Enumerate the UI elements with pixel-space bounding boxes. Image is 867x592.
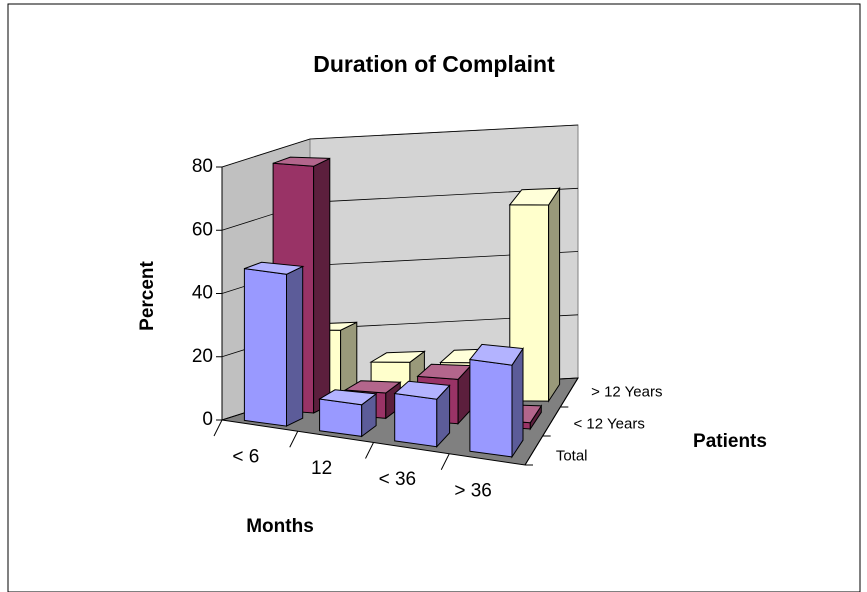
chart-title: Duration of Complaint [313, 51, 555, 77]
bar-top [272, 156, 331, 167]
z-tick-label: > 12 Years [591, 383, 662, 400]
bar-front [243, 268, 287, 427]
x-tick-label: < 36 [379, 469, 417, 490]
bar-side [511, 346, 524, 459]
bar-front [469, 358, 513, 458]
x-tick-mark [289, 431, 299, 448]
bar [243, 261, 305, 427]
bar-front [394, 392, 438, 448]
bar-front [319, 398, 363, 437]
bar [393, 380, 451, 448]
bar-top [343, 380, 402, 394]
bar [468, 343, 524, 459]
grid-line [221, 124, 579, 168]
x-tick-mark [213, 419, 223, 437]
bar-top [318, 389, 378, 406]
x-tick-label: > 36 [454, 480, 492, 501]
x-axis-title: Months [246, 516, 314, 537]
y-tick-label: 40 [192, 283, 213, 304]
z-axis-line [524, 377, 579, 466]
y-tick-label: 0 [202, 409, 213, 430]
z-tick-label: Total [556, 447, 588, 464]
y-tick-label: 80 [192, 156, 213, 177]
x-tick-mark [365, 442, 374, 459]
y-tick-label: 20 [192, 346, 213, 367]
x-tick-mark [440, 453, 450, 470]
y-tick-label: 60 [192, 219, 213, 240]
bar-side [286, 265, 304, 427]
bar-side [313, 157, 331, 414]
bar-top [508, 187, 561, 206]
bar-top [369, 350, 426, 363]
bar-top [393, 380, 451, 400]
x-tick-label: < 6 [232, 447, 259, 468]
bar-top [244, 261, 305, 275]
y-axis-title: Percent [137, 260, 158, 330]
z-axis-title: Patients [693, 431, 767, 452]
x-tick-label: 12 [311, 458, 332, 479]
bar-side [548, 186, 561, 403]
bar [318, 389, 378, 438]
bar-top [468, 343, 524, 366]
z-tick-label: < 12 Years [574, 415, 645, 432]
